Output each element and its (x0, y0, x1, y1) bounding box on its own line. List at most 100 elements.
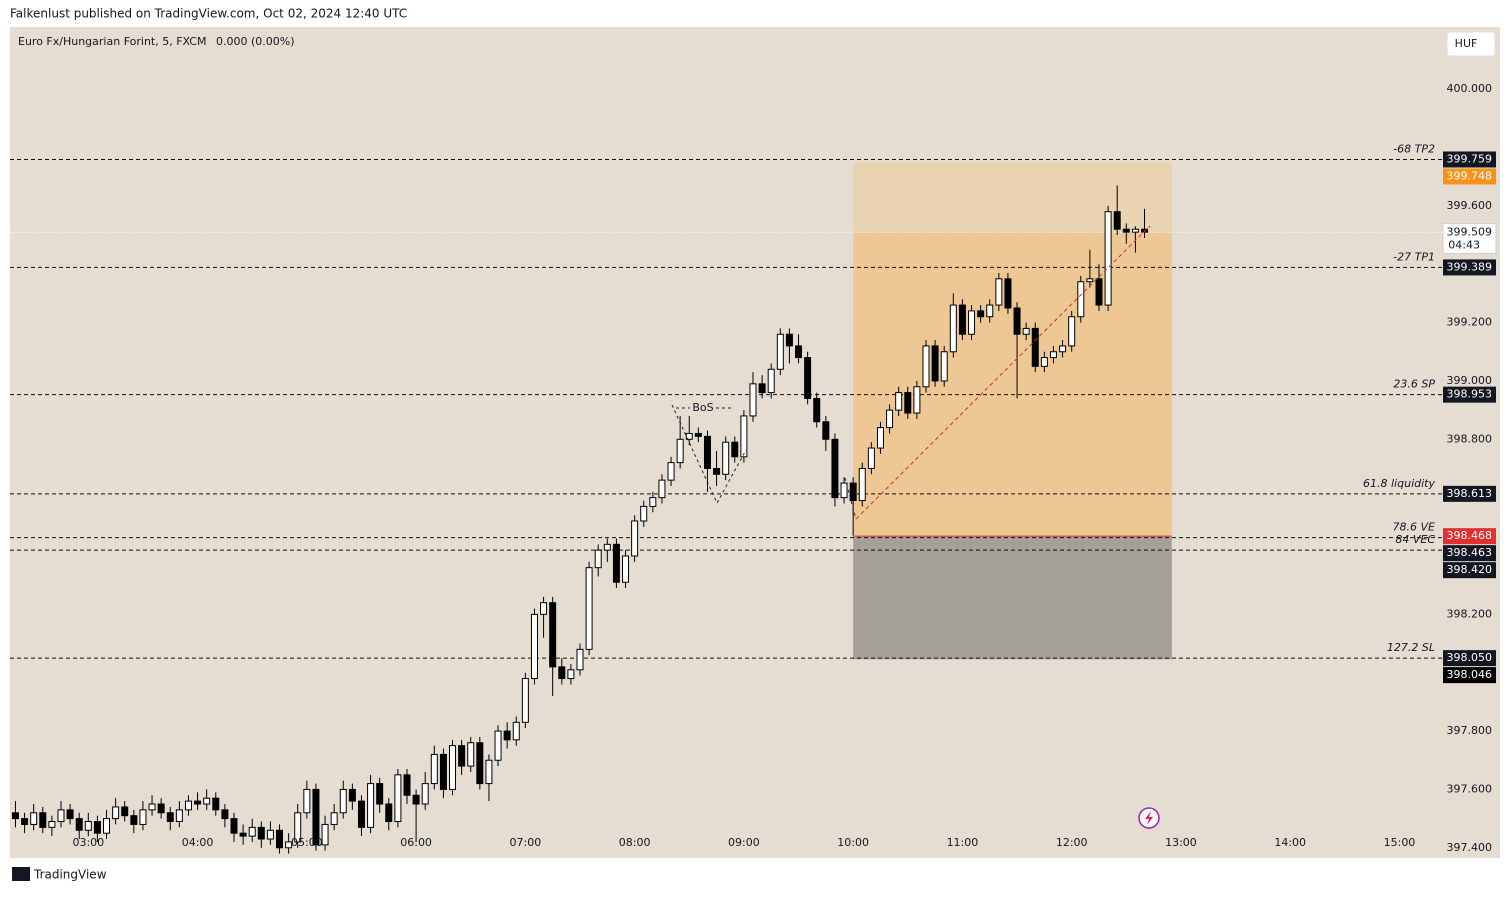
currency-button[interactable] (1446, 31, 1496, 57)
candle-up (394, 774, 402, 823)
candle-down (312, 788, 320, 846)
price-badge-label: 398.468 (1447, 529, 1493, 542)
price-badge-label: 398.420 (1447, 563, 1493, 576)
candle-up (913, 386, 921, 414)
candle-up (1104, 211, 1112, 306)
candle-down (849, 482, 857, 502)
price-badge-label: 398.046 (1447, 668, 1493, 681)
candle-up (1049, 351, 1057, 359)
y-tick-label: 398.800 (1447, 432, 1493, 445)
candle-up (658, 479, 666, 499)
current-price-label: 399.509 (1447, 225, 1493, 238)
candle-up (968, 310, 976, 335)
price-badge-label: 399.748 (1447, 169, 1493, 182)
level-name: 23.6 SP (1393, 378, 1435, 391)
currency: HUF (1455, 37, 1478, 50)
candle-down (904, 392, 912, 414)
y-tick-label: 397.400 (1447, 841, 1493, 854)
candle-up (876, 427, 884, 449)
candle-down (758, 383, 766, 394)
candle-up (521, 678, 529, 723)
level-name: 61.8 liquidity (1363, 477, 1435, 490)
candle-up (1131, 228, 1139, 233)
candle-up (895, 392, 903, 411)
level-name: 127.2 SL (1387, 641, 1435, 654)
candle-up (867, 447, 875, 469)
candle-down (558, 666, 566, 680)
level-name: 78.6 VE (1393, 521, 1436, 534)
candle-up (530, 613, 538, 680)
candle-up (248, 826, 256, 837)
level-name: -68 TP2 (1393, 142, 1435, 155)
candle-up (886, 409, 894, 429)
candle-up (540, 602, 548, 615)
price-badge-label: 399.759 (1447, 152, 1493, 165)
candle-up (840, 482, 848, 499)
candle-up (1077, 281, 1085, 318)
countdown: 04:43 (1448, 238, 1480, 251)
price-badge-label: 399.389 (1447, 260, 1493, 273)
candle-up (184, 800, 192, 811)
candle-up (175, 809, 183, 823)
y-tick-label: 397.800 (1447, 724, 1493, 737)
candle-up (285, 841, 293, 849)
candle-up (585, 567, 593, 650)
x-tick-label: 10:00 (837, 836, 869, 849)
candle-down (476, 742, 484, 785)
candle-up (667, 462, 675, 481)
candle-down (276, 829, 284, 849)
candle-up (622, 555, 630, 583)
candle-down (1013, 307, 1021, 335)
y-tick-label: 397.600 (1447, 782, 1493, 795)
candle-down (731, 441, 739, 458)
price-badge (1443, 545, 1496, 562)
candle-up (30, 812, 38, 825)
price-badge-label: 398.463 (1447, 546, 1493, 559)
x-tick-label: 05:00 (291, 836, 323, 849)
candle-up (512, 721, 520, 741)
candle-up (48, 821, 56, 828)
x-tick-label: 09:00 (728, 836, 760, 849)
logo (12, 867, 30, 881)
candle-up (986, 304, 994, 318)
candle-down (239, 832, 247, 837)
candle-up (203, 797, 211, 805)
candle-down (412, 794, 420, 805)
candle-down (385, 803, 393, 823)
candle-down (230, 818, 238, 834)
publisher: Falkenlust published on TradingView.com,… (10, 7, 407, 21)
candle-up (103, 818, 111, 834)
y-tick-label: 399.600 (1447, 199, 1493, 212)
candle-up (567, 669, 575, 680)
candle-down (403, 774, 411, 796)
x-tick-label: 03:00 (72, 836, 104, 849)
candle-up (1068, 316, 1076, 347)
x-tick-label: 15:00 (1384, 836, 1416, 849)
candle-up (294, 812, 302, 843)
candle-up (740, 415, 748, 458)
candle-up (949, 304, 957, 353)
candle-down (194, 800, 202, 805)
candle-up (631, 520, 639, 557)
price-badge-label: 398.953 (1447, 388, 1493, 401)
candle-up (430, 753, 438, 785)
candle-down (348, 788, 356, 802)
candle-down (39, 812, 47, 828)
candle-down (221, 809, 229, 820)
candle-up (303, 788, 311, 814)
y-tick-label: 398.200 (1447, 607, 1493, 620)
candle-up (339, 788, 347, 814)
candle-up (485, 759, 493, 785)
zigzag-drawing (844, 477, 857, 520)
candle-down (958, 304, 966, 335)
candle-down (1122, 228, 1130, 233)
y-tick-label: 399.000 (1447, 374, 1493, 387)
candle-down (1095, 278, 1103, 306)
candle-down (813, 397, 821, 423)
price-badge (1443, 650, 1496, 667)
candle-up (576, 648, 584, 671)
price-badge (1443, 562, 1496, 579)
y-tick-label: 399.200 (1447, 316, 1493, 329)
x-tick-label: 04:00 (182, 836, 214, 849)
level-name: 84 VEC (1395, 533, 1435, 546)
